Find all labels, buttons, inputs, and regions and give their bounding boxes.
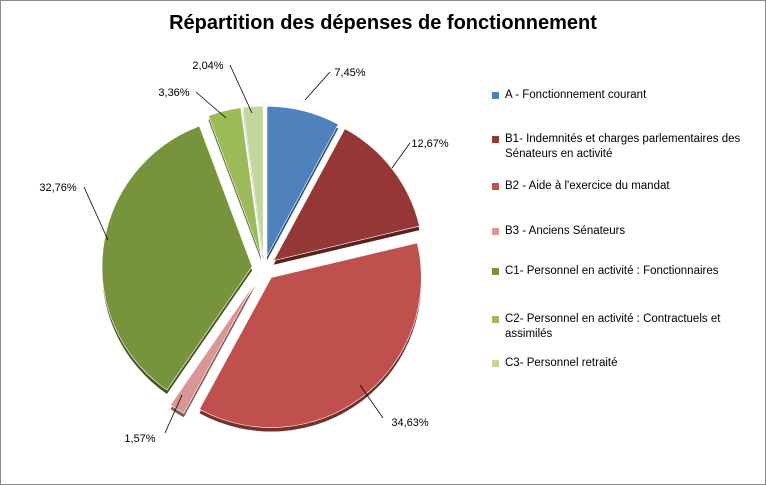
legend-item: C3- Personnel retraité [492,356,757,371]
legend-swatch [492,228,499,235]
data-label-1: 7,45% [334,67,365,79]
legend-item: B1- Indemnités et charges parlementaires… [492,132,757,162]
legend-label: C1- Personnel en activité : Fonctionnair… [505,265,719,277]
legend-label: C3- Personnel retraité [505,357,618,369]
legend-label: A - Fonctionnement courant [505,89,647,101]
leader-line-6 [195,91,227,119]
pie-slice-2 [272,128,420,262]
data-label-6: 3,36% [158,87,189,99]
data-label-4: 1,57% [124,433,155,445]
legend-label: B3 - Anciens Sénateurs [505,225,626,237]
pie-slice-3 [199,242,422,428]
leader-line-7 [229,64,253,114]
legend-swatch [492,268,499,275]
legend-swatch [492,92,499,99]
leader-line-1 [304,71,331,101]
leader-line-3 [359,384,384,419]
leader-line-2 [391,142,411,169]
legend-swatch [492,136,499,143]
legend-label: B2 - Aide à l'exercice du mandat [505,180,670,192]
legend-label: C2- Personnel en activité : Contractuels… [505,313,721,340]
legend-item: A - Fonctionnement courant [492,88,757,103]
pie-slice-6 [207,107,262,257]
data-label-2: 12,67% [411,138,449,150]
legend-label: B1- Indemnités et charges parlementaires… [505,133,741,160]
legend-swatch [492,360,499,367]
legend-swatch [492,316,499,323]
data-label-5: 32,76% [39,182,77,194]
pie-slice-5 [101,125,253,391]
data-label-3: 34,63% [391,417,429,429]
leader-line-5 [83,186,109,241]
leader-line-4 [164,394,183,434]
legend-item: C2- Personnel en activité : Contractuels… [492,312,757,342]
pie-slice-4 [170,281,256,414]
legend-swatch [492,183,499,190]
data-label-7: 2,04% [192,60,223,72]
pie-slice-7 [242,105,264,257]
legend-item: B3 - Anciens Sénateurs [492,224,757,239]
legend-item: B2 - Aide à l'exercice du mandat [492,179,757,194]
legend-item: C1- Personnel en activité : Fonctionnair… [492,264,757,279]
chart-title: Répartition des dépenses de fonctionneme… [169,12,597,34]
pie-slice-1 [266,106,339,257]
